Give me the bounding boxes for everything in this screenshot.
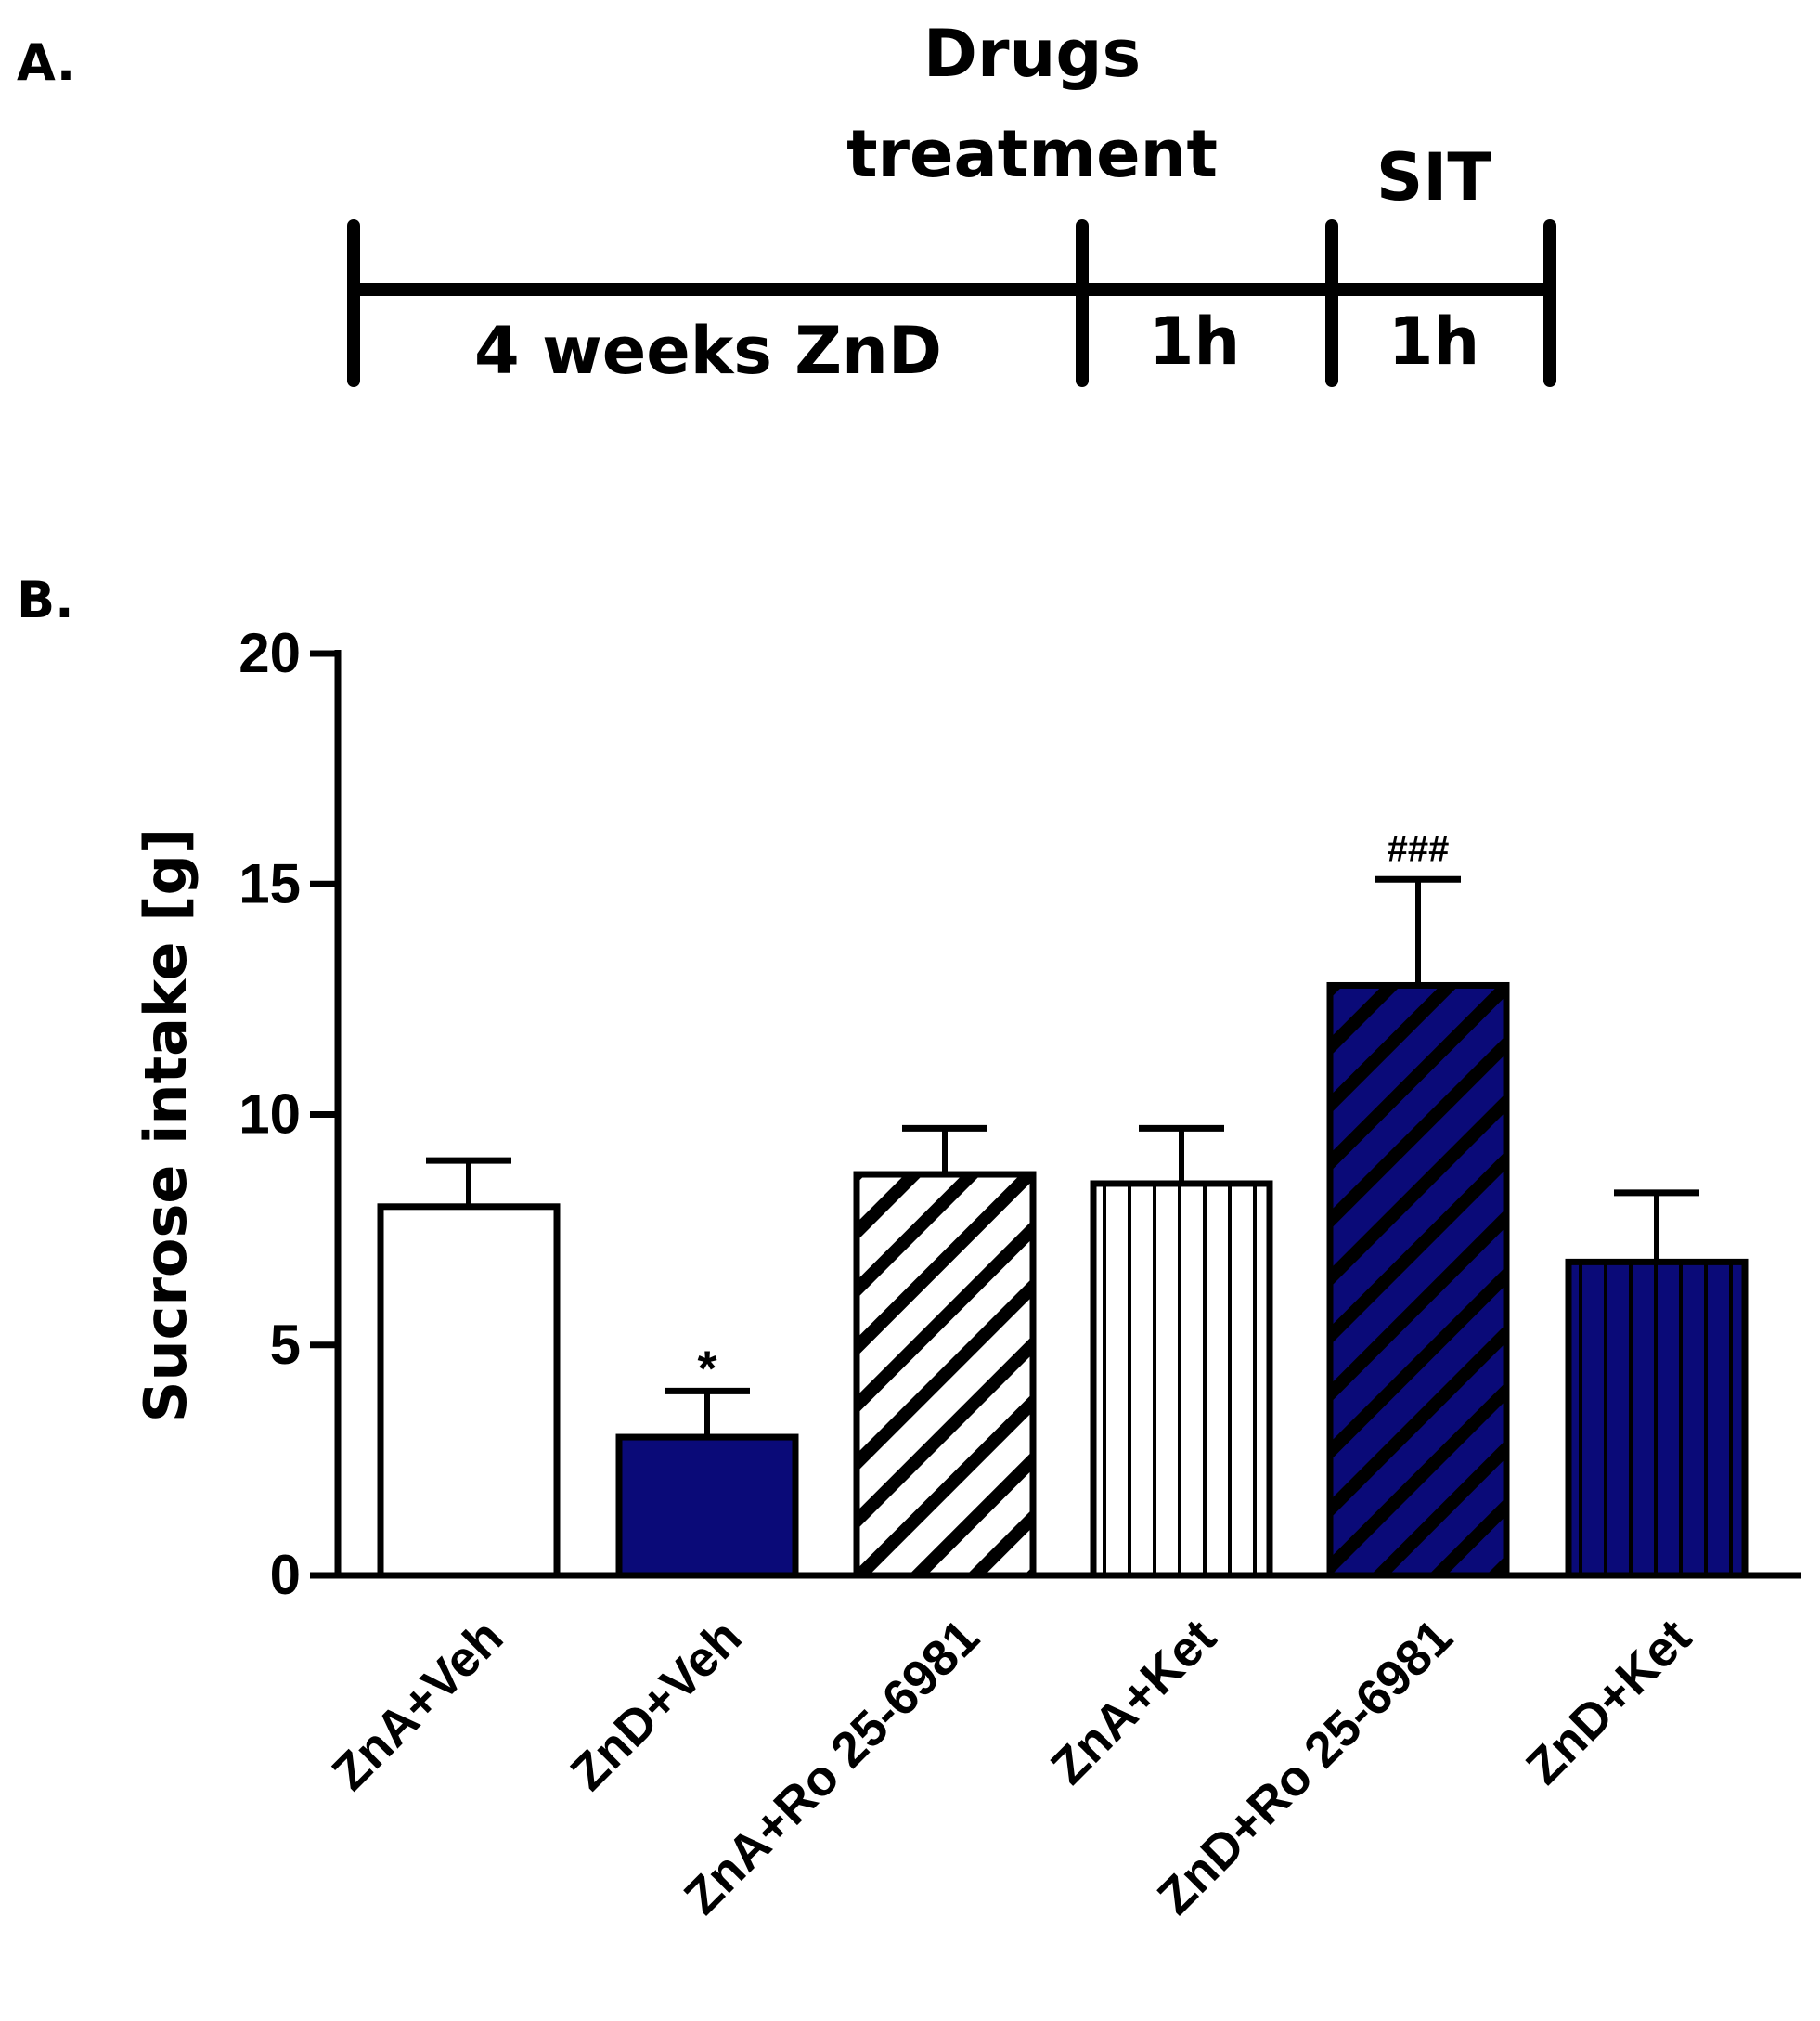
y-tick-label: 20	[239, 622, 301, 684]
drug-treatment-label-line1: Drugs	[923, 16, 1141, 92]
y-tick-label: 0	[270, 1544, 301, 1606]
timeline-segment-drug-1h: 1h	[1149, 304, 1241, 380]
y-tick-label: 5	[270, 1314, 301, 1376]
x-category-label: ZnD+Ket	[1516, 1609, 1701, 1794]
bar-znd-ket	[1565, 1258, 1749, 1579]
timeline-axis	[347, 219, 1556, 387]
panel-b: B. Sucrose intake [g] * ### 0 5 10 15 20 ZnA+Ve…	[17, 571, 1801, 1925]
y-axis-label: Sucrose intake [g]	[132, 828, 200, 1422]
x-category-label: ZnD+Veh	[561, 1609, 753, 1801]
x-category-label: ZnA+Veh	[322, 1609, 514, 1801]
drug-treatment-label-line2: treatment	[846, 116, 1218, 192]
timeline-segment-sit-1h: 1h	[1388, 304, 1480, 380]
bar-znd-veh	[615, 1433, 799, 1579]
timeline-segment-znd: 4 weeks ZnD	[474, 313, 942, 389]
y-tick-label: 10	[239, 1083, 301, 1146]
significance-hash: ###	[1388, 828, 1450, 869]
y-tick-label: 15	[239, 852, 301, 914]
x-category-label: ZnA+Ket	[1040, 1609, 1226, 1794]
bar-zna-ket	[1090, 1180, 1273, 1579]
bar-zna-veh	[377, 1203, 561, 1579]
bar-zna-ro-25-6981	[853, 1171, 1037, 1579]
panel-a-label: A.	[17, 33, 75, 92]
panel-b-label: B.	[17, 571, 74, 629]
bar-znd-ro-25-6981	[1326, 981, 1510, 1579]
panel-a: A. Drugs treatment SIT 4 weeks ZnD 1h 1h	[17, 16, 1556, 389]
significance-star: *	[697, 1341, 716, 1396]
sit-label: SIT	[1376, 139, 1491, 215]
